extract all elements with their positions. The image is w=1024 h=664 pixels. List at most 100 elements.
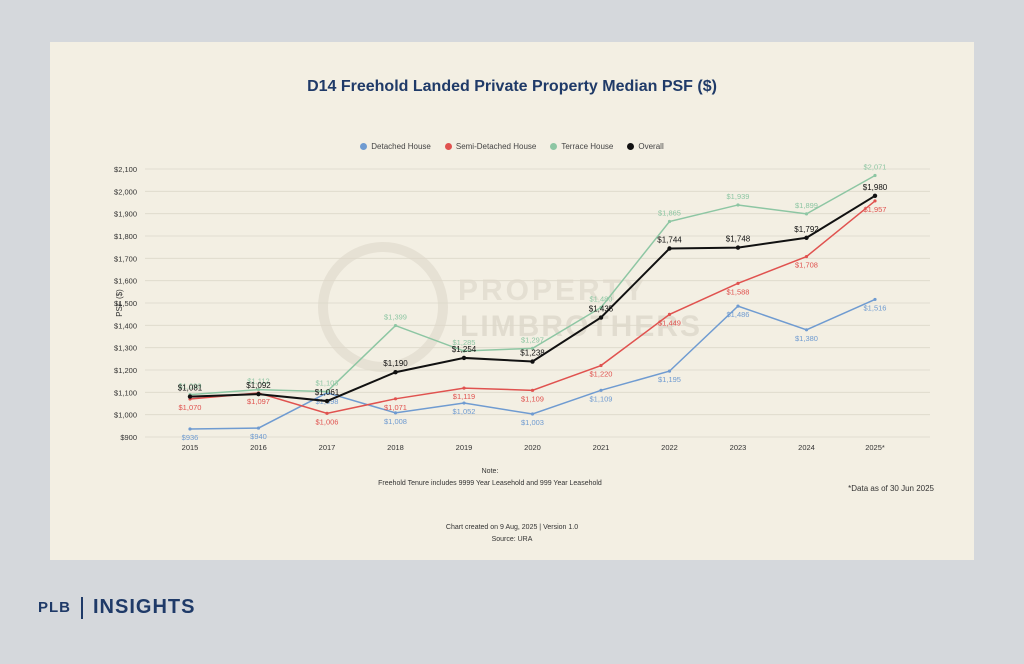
y-tick-label: $1,900 bbox=[114, 210, 137, 219]
watermark-line1: PROPERTY bbox=[458, 274, 648, 307]
data-label: $1,190 bbox=[383, 359, 408, 368]
data-label: $1,980 bbox=[863, 183, 888, 192]
legend-label: Overall bbox=[638, 142, 664, 151]
legend-swatch bbox=[444, 143, 452, 150]
data-label: $1,119 bbox=[453, 392, 475, 401]
data-point bbox=[256, 388, 261, 392]
data-point bbox=[667, 369, 672, 373]
data-label: $1,071 bbox=[384, 403, 407, 412]
y-axis-label: PSF ($) bbox=[115, 289, 124, 317]
y-tick-label: $900 bbox=[120, 433, 137, 442]
data-point bbox=[735, 245, 741, 250]
data-point bbox=[667, 312, 672, 316]
y-tick-label: $1,700 bbox=[114, 254, 137, 263]
y-tick-label: $1,000 bbox=[114, 411, 137, 420]
data-label: $1,480 bbox=[590, 294, 613, 303]
y-tick-label: $1,400 bbox=[114, 321, 137, 330]
chart-created-note: Chart created on 9 Aug, 2025 | Version 1… bbox=[445, 524, 579, 531]
data-label: $1,449 bbox=[658, 318, 681, 327]
data-label: $1,070 bbox=[179, 403, 202, 412]
y-tick-label: $2,000 bbox=[114, 187, 137, 196]
x-tick-label: 2021 bbox=[593, 443, 610, 452]
data-label: $1,003 bbox=[521, 418, 544, 427]
chart-card: PROPERTY LIMBROTHERS D14 Freehold Landed… bbox=[50, 42, 974, 560]
data-point bbox=[530, 346, 535, 350]
line-chart: $900 $1,000 $1,100 $1,200 $1,300 $1,400 $1,500… bbox=[114, 162, 930, 452]
data-label: $1,285 bbox=[453, 338, 476, 347]
data-label: $1,081 bbox=[178, 384, 203, 393]
data-point bbox=[598, 315, 604, 320]
data-point bbox=[187, 394, 193, 399]
data-label: $1,792 bbox=[794, 225, 819, 234]
legend-label: Terrace House bbox=[561, 142, 614, 151]
legend-label: Detached House bbox=[371, 142, 431, 151]
y-tick-label: $1,600 bbox=[114, 277, 137, 286]
data-label: $1,006 bbox=[316, 417, 339, 426]
series-line-detached-house bbox=[189, 298, 876, 430]
data-point bbox=[462, 349, 466, 353]
data-point bbox=[393, 397, 398, 401]
brand-divider bbox=[81, 596, 83, 619]
y-tick-label: $2,100 bbox=[114, 165, 137, 174]
legend-swatch bbox=[550, 143, 558, 150]
data-point bbox=[804, 235, 809, 240]
data-label: $1,865 bbox=[658, 208, 681, 217]
data-point bbox=[736, 203, 740, 207]
data-label: $1,092 bbox=[246, 381, 271, 390]
data-label: $1,008 bbox=[384, 417, 407, 426]
watermark-logo bbox=[318, 242, 448, 372]
data-label: $1,238 bbox=[520, 349, 545, 358]
data-point bbox=[804, 254, 809, 259]
note-body: Freehold Tenure includes 9999 Year Lease… bbox=[378, 480, 602, 487]
data-point bbox=[872, 193, 878, 198]
data-label: $1,957 bbox=[864, 205, 887, 214]
legend-swatch bbox=[627, 143, 635, 150]
y-tick-label: $1,200 bbox=[114, 366, 137, 375]
legend-label: Semi-Detached House bbox=[455, 142, 537, 151]
x-tick-label: 2025* bbox=[865, 443, 885, 452]
data-label: $1,748 bbox=[726, 235, 751, 244]
x-tick-label: 2015 bbox=[182, 443, 199, 452]
x-tick-label: 2018 bbox=[387, 443, 404, 452]
x-tick-label: 2017 bbox=[319, 443, 336, 452]
data-point bbox=[324, 398, 330, 404]
x-tick-label: 2019 bbox=[456, 443, 473, 452]
data-point bbox=[325, 411, 329, 415]
data-label: $1,899 bbox=[795, 201, 818, 210]
data-point bbox=[599, 305, 603, 310]
y-tick-label: $1,300 bbox=[114, 344, 137, 353]
chart-title: D14 Freehold Landed Private Property Med… bbox=[307, 78, 717, 95]
data-label: $1,103 bbox=[316, 379, 339, 388]
source-note: Source: URA bbox=[491, 536, 533, 543]
x-tick-label: 2016 bbox=[250, 443, 267, 452]
data-point bbox=[804, 328, 809, 332]
data-label: $1,380 bbox=[795, 334, 818, 343]
data-label: $1,220 bbox=[590, 370, 613, 379]
brand-insights: INSIGHTS bbox=[93, 596, 196, 618]
data-label: $1,097 bbox=[247, 397, 270, 406]
legend-item: Overall bbox=[627, 142, 664, 151]
series-line-semi-detached-house bbox=[189, 200, 876, 415]
data-label: $1,112 bbox=[247, 377, 269, 386]
data-label: $1,297 bbox=[521, 335, 544, 344]
data-label: $1,744 bbox=[657, 236, 682, 245]
legend-item: Detached House bbox=[360, 142, 431, 151]
data-label: $1,939 bbox=[727, 192, 750, 201]
data-label: $1,090 bbox=[179, 382, 202, 391]
y-tick-label: $1,100 bbox=[114, 388, 137, 397]
x-tick-label: 2024 bbox=[798, 443, 815, 452]
y-tick-label: $1,500 bbox=[114, 299, 137, 308]
brand-plb: PLB bbox=[38, 599, 71, 616]
watermark-line2: LIMBROTHERS bbox=[460, 310, 702, 343]
data-point bbox=[599, 388, 603, 392]
data-label: $1,109 bbox=[521, 394, 544, 403]
data-point bbox=[462, 386, 466, 390]
legend-item: Semi-Detached House bbox=[444, 142, 537, 151]
data-point bbox=[530, 412, 535, 416]
data-point bbox=[530, 388, 535, 392]
data-point bbox=[873, 173, 877, 178]
data-point bbox=[461, 355, 467, 361]
chart-legend: Detached House Semi-Detached House Terrace… bbox=[50, 142, 974, 151]
x-tick-label: 2023 bbox=[730, 443, 747, 452]
brand-logo: PLB INSIGHTS bbox=[38, 596, 195, 619]
